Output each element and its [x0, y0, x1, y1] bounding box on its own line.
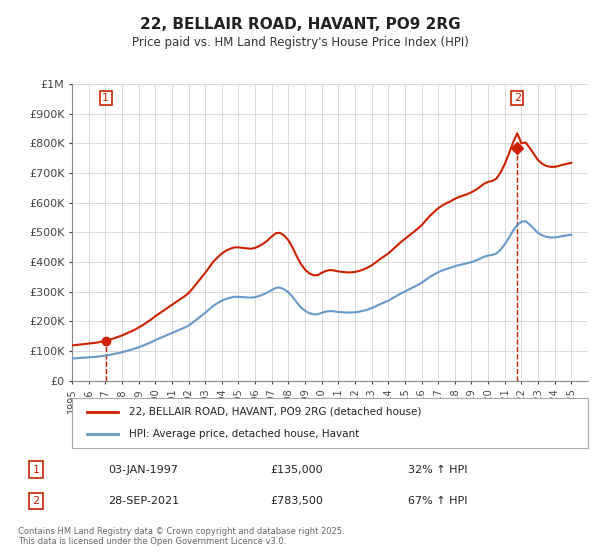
Text: 1: 1 — [32, 465, 40, 475]
Text: 28-SEP-2021: 28-SEP-2021 — [108, 496, 179, 506]
Text: 2: 2 — [514, 93, 521, 103]
Text: Price paid vs. HM Land Registry's House Price Index (HPI): Price paid vs. HM Land Registry's House … — [131, 36, 469, 49]
Text: £783,500: £783,500 — [270, 496, 323, 506]
Text: 2: 2 — [32, 496, 40, 506]
Text: 32% ↑ HPI: 32% ↑ HPI — [408, 465, 467, 475]
Text: Contains HM Land Registry data © Crown copyright and database right 2025.
This d: Contains HM Land Registry data © Crown c… — [18, 526, 344, 546]
Text: 03-JAN-1997: 03-JAN-1997 — [108, 465, 178, 475]
Text: 22, BELLAIR ROAD, HAVANT, PO9 2RG: 22, BELLAIR ROAD, HAVANT, PO9 2RG — [140, 17, 460, 32]
Text: HPI: Average price, detached house, Havant: HPI: Average price, detached house, Hava… — [129, 429, 359, 439]
Text: 22, BELLAIR ROAD, HAVANT, PO9 2RG (detached house): 22, BELLAIR ROAD, HAVANT, PO9 2RG (detac… — [129, 407, 421, 417]
Text: £135,000: £135,000 — [270, 465, 323, 475]
Text: 1: 1 — [102, 93, 109, 103]
Text: 67% ↑ HPI: 67% ↑ HPI — [408, 496, 467, 506]
